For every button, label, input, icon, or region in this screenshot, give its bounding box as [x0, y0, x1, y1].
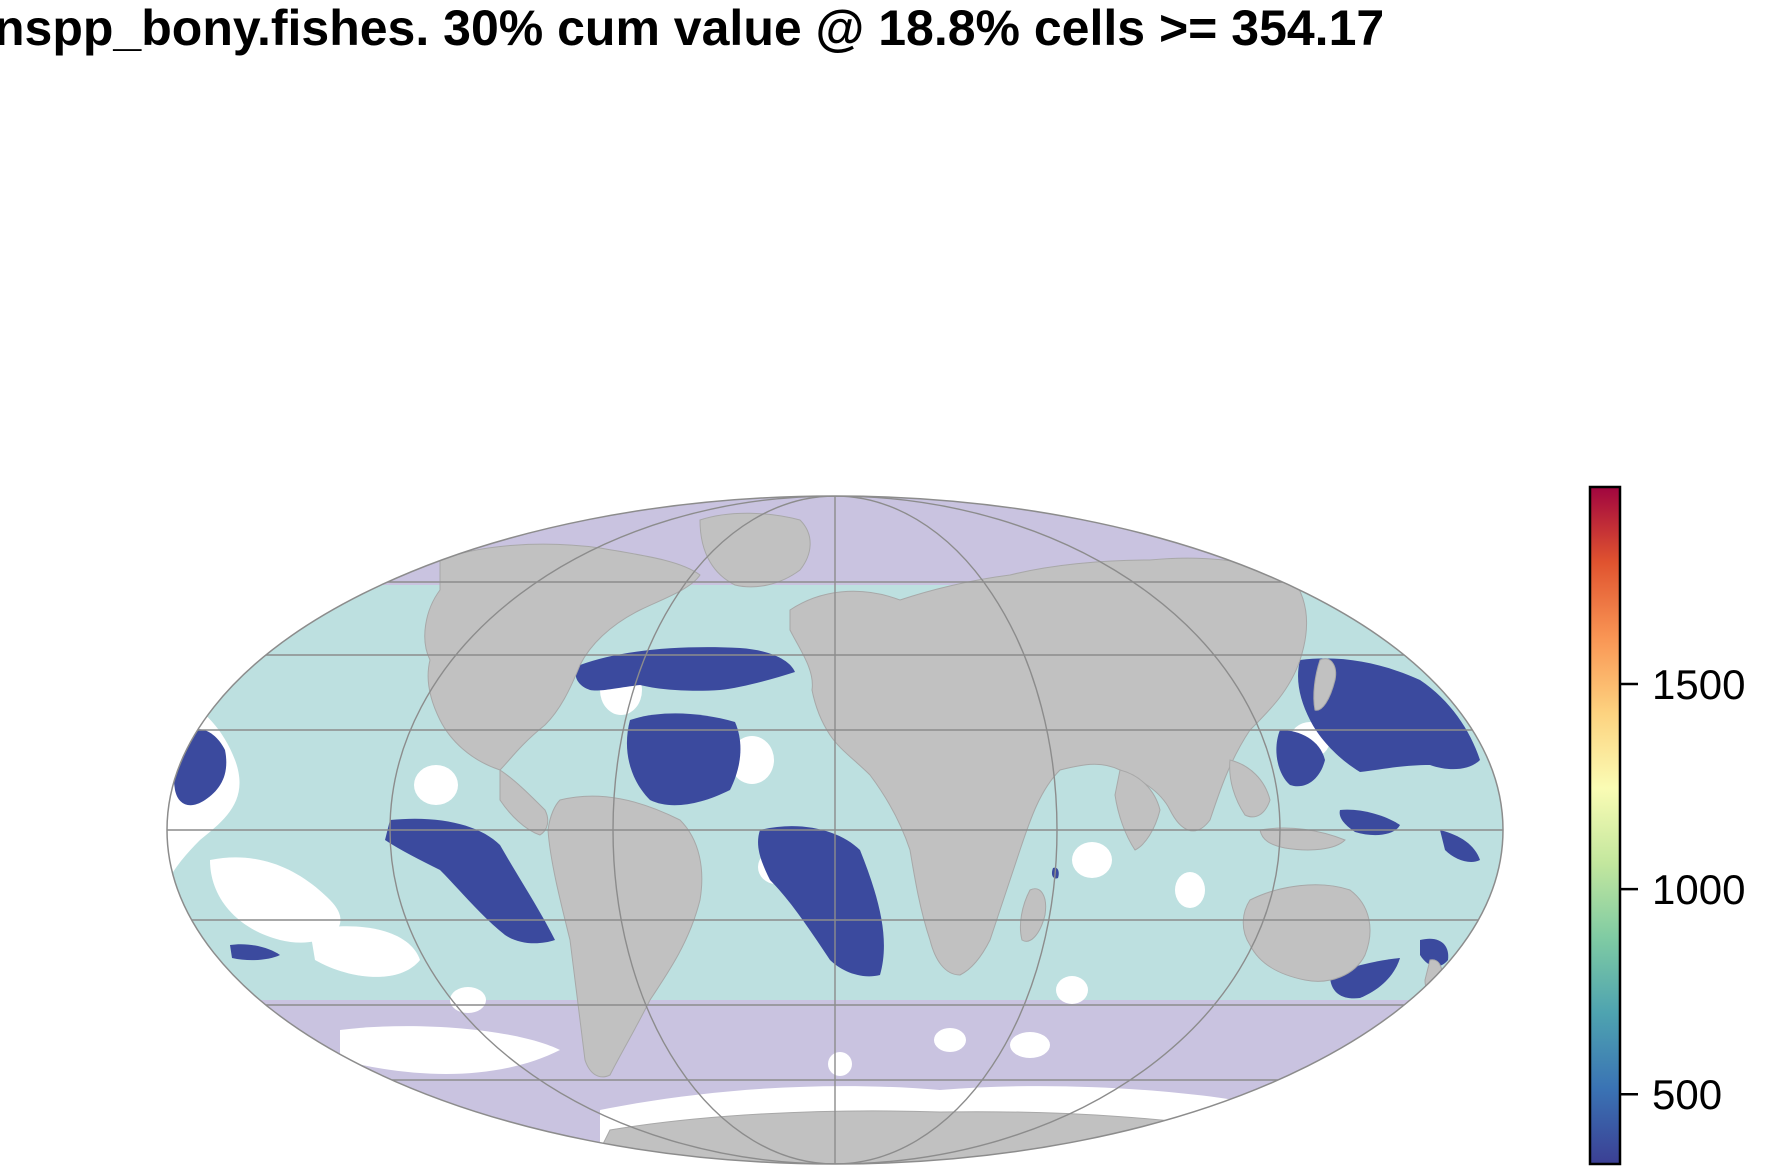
hotspot-south-china-sea	[1276, 730, 1325, 787]
land-australia	[1242, 884, 1371, 982]
globe-outline	[166, 495, 1504, 1165]
land-madagascar	[1019, 888, 1047, 942]
hotspot-northwest-pacific	[1298, 658, 1480, 772]
hotspot-tasman	[1420, 938, 1449, 967]
hotspot-new-zealand	[1330, 958, 1400, 999]
hotspot-south-pacific	[230, 944, 280, 961]
hotspot-south-atlantic	[758, 826, 884, 977]
land-masses	[424, 512, 1443, 1164]
hotspot-north-atlantic	[575, 647, 795, 691]
hotspot-regions	[173, 647, 1480, 999]
meridian-120	[389, 496, 1281, 1164]
globe	[167, 496, 1503, 1164]
legend-colorbar	[1588, 485, 1622, 1166]
ocean-north-band	[167, 496, 1503, 585]
land-indonesia	[1259, 827, 1346, 851]
legend-ticks: 500 1000 1500	[1620, 661, 1745, 1118]
legend-tick-label: 500	[1652, 1071, 1722, 1118]
legend-tick-label: 1000	[1652, 866, 1745, 913]
color-legend: 500 1000 1500	[1588, 485, 1745, 1166]
hotspot-east-pacific	[385, 818, 555, 944]
hotspot-coral-sea	[1440, 830, 1480, 862]
legend-tick-label: 1500	[1652, 661, 1745, 708]
land-japan	[1313, 658, 1337, 711]
land-north-america	[424, 543, 701, 771]
land-se-asia	[1229, 759, 1271, 818]
hotspot-indonesia	[1339, 809, 1400, 836]
hotspot-caribbean-equatorial-atlantic	[626, 713, 741, 806]
map-title: nspp_bony.fishes. 30% cum value @ 18.8% …	[0, 0, 1385, 56]
land-greenland	[699, 512, 811, 588]
land-central-america	[499, 769, 549, 836]
meridian-60	[612, 496, 1058, 1164]
